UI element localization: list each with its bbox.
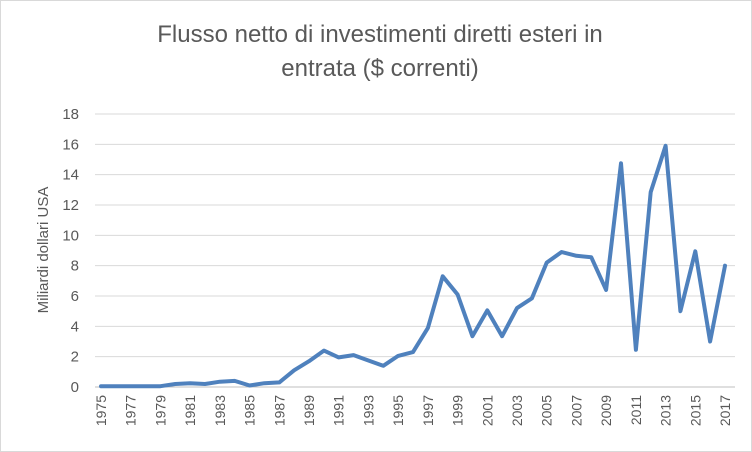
y-tick-label: 10 — [62, 227, 79, 244]
y-tick-label: 0 — [71, 379, 79, 396]
x-tick-label: 1979 — [152, 395, 168, 426]
x-tick-label: 1981 — [182, 395, 198, 426]
grid-lines — [95, 113, 735, 358]
x-tick-label: 2015 — [687, 395, 703, 426]
y-tick-label: 4 — [71, 318, 79, 335]
x-tick-label: 1989 — [301, 395, 317, 426]
chart-title-line-2: entrata ($ correnti) — [281, 55, 479, 82]
x-axis-tick-labels: 1975 1977 1979 1981 1983 1985 1987 1989 1991 1993… — [93, 395, 733, 426]
x-tick-label: 2011 — [628, 395, 644, 425]
y-tick-label: 18 — [62, 106, 79, 123]
chart-title: Flusso netto di investimenti diretti est… — [60, 18, 700, 86]
x-tick-label: 2007 — [568, 395, 584, 426]
x-tick-label: 1991 — [331, 395, 347, 426]
y-tick-label: 8 — [71, 258, 79, 275]
x-tick-label: 1993 — [360, 395, 376, 426]
x-tick-label: 1987 — [271, 395, 287, 426]
x-tick-label: 2005 — [539, 395, 555, 426]
x-tick-label: 1983 — [212, 395, 228, 426]
x-tick-label: 1977 — [123, 395, 139, 426]
x-tick-label: 2013 — [658, 395, 674, 426]
x-tick-label: 2001 — [479, 395, 495, 426]
chart-title-line-1: Flusso netto di investimenti diretti est… — [157, 21, 603, 48]
x-tick-label: 2009 — [598, 395, 614, 426]
x-tick-label: 1985 — [242, 395, 258, 426]
y-tick-label: 2 — [71, 349, 79, 366]
y-tick-label: 12 — [62, 197, 79, 214]
y-axis-tick-labels: 0 2 4 6 8 10 12 14 16 18 — [62, 106, 79, 396]
x-tick-label: 2017 — [717, 395, 733, 426]
series-line — [99, 143, 727, 389]
x-tick-label: 1999 — [450, 395, 466, 426]
y-axis-label: Miliardi dollari USA — [35, 187, 52, 314]
y-tick-label: 6 — [71, 288, 79, 305]
series-group — [99, 143, 727, 389]
y-tick-label: 16 — [62, 136, 79, 153]
x-tick-label: 1997 — [420, 395, 436, 426]
y-tick-label: 14 — [62, 167, 79, 184]
x-tick-label: 1995 — [390, 395, 406, 426]
x-tick-label: 1975 — [93, 395, 109, 426]
x-tick-label: 2003 — [509, 395, 525, 426]
